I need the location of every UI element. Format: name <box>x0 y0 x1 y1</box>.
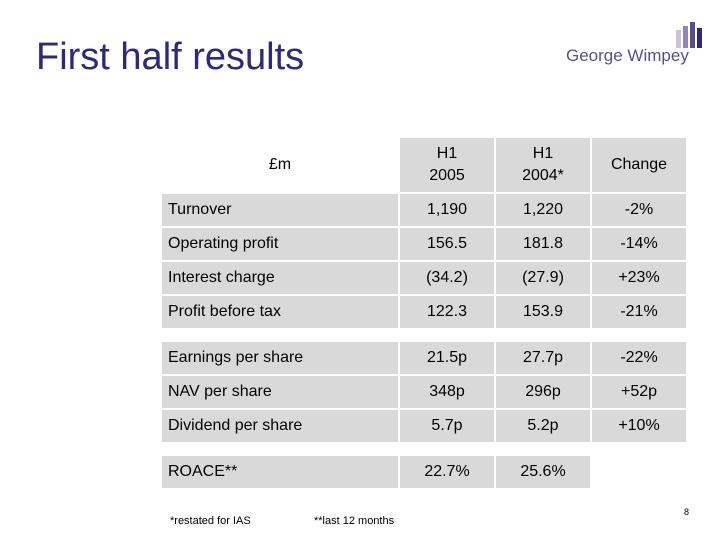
value-cell-h1-2004: (27.9) <box>496 262 590 294</box>
value-cell-change: -21% <box>592 296 686 328</box>
slide-title: First half results <box>36 36 305 78</box>
value-cell-h1-2005: 348p <box>400 376 494 408</box>
logo-text: George Wimpey <box>566 46 689 65</box>
row-label: ROACE** <box>162 456 398 488</box>
row-label: NAV per share <box>162 376 398 408</box>
value-cell-change: -14% <box>592 228 686 260</box>
value-cell-h1-2004: 153.9 <box>496 296 590 328</box>
column-header: Change <box>592 138 686 192</box>
row-label: Turnover <box>162 194 398 226</box>
value-cell-h1-2005: 122.3 <box>400 296 494 328</box>
row-label: Earnings per share <box>162 342 398 374</box>
value-cell-change: +52p <box>592 376 686 408</box>
value-cell-h1-2004: 296p <box>496 376 590 408</box>
value-cell-change: -2% <box>592 194 686 226</box>
value-cell-h1-2005: 1,190 <box>400 194 494 226</box>
column-header: H1 2004* <box>496 138 590 192</box>
footnote-restated: *restated for IAS <box>170 515 251 527</box>
unit-label: £m <box>268 156 292 173</box>
footnote-last-12-months: **last 12 months <box>314 515 395 527</box>
value-cell-h1-2004: 27.7p <box>496 342 590 374</box>
column-header: H1 2005 <box>400 138 494 192</box>
value-cell-change: +23% <box>592 262 686 294</box>
row-label: Profit before tax <box>162 296 398 328</box>
row-label: Interest charge <box>162 262 398 294</box>
value-cell-change: +10% <box>592 410 686 442</box>
value-cell-h1-2005: 5.7p <box>400 410 494 442</box>
page-number: 8 <box>684 507 690 517</box>
value-cell-change: -22% <box>592 342 686 374</box>
value-cell-h1-2004: 181.8 <box>496 228 590 260</box>
value-cell-h1-2005: 21.5p <box>400 342 494 374</box>
logo-bars-icon <box>676 22 702 48</box>
value-cell-h1-2005: (34.2) <box>400 262 494 294</box>
row-label: Dividend per share <box>162 410 398 442</box>
value-cell-h1-2004: 5.2p <box>496 410 590 442</box>
value-cell-h1-2005: 22.7% <box>400 456 494 488</box>
value-cell-h1-2004: 25.6% <box>496 456 590 488</box>
value-cell-h1-2004: 1,220 <box>496 194 590 226</box>
george-wimpey-logo: George Wimpey <box>566 22 702 70</box>
value-cell-h1-2005: 156.5 <box>400 228 494 260</box>
row-label: Operating profit <box>162 228 398 260</box>
